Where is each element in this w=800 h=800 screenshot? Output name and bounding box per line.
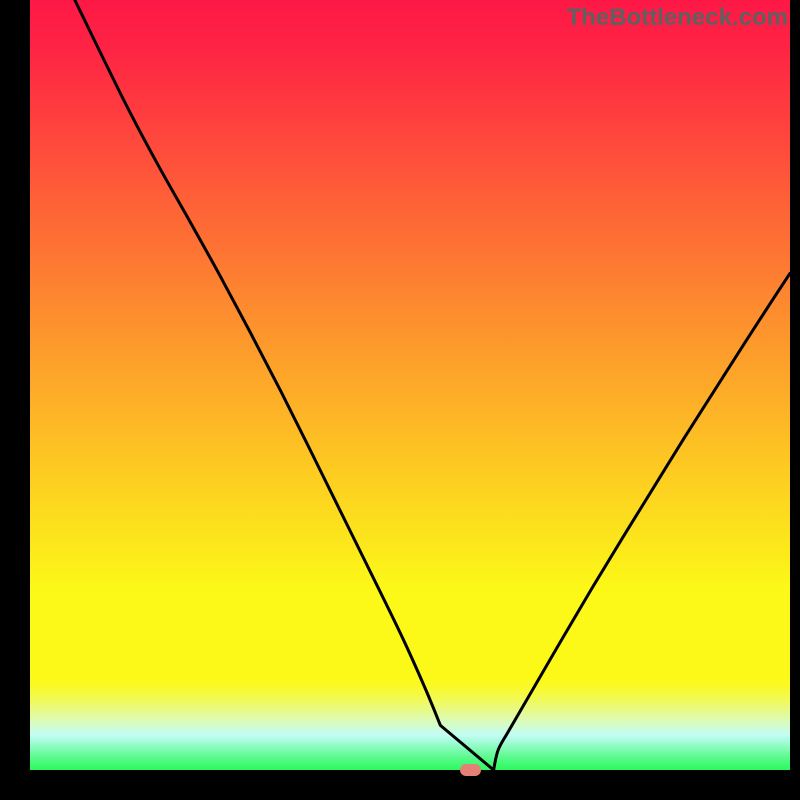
bottleneck-curve	[30, 0, 790, 770]
watermark-text: TheBottleneck.com	[567, 4, 788, 32]
chart-stage: TheBottleneck.com	[0, 0, 800, 800]
notch-marker	[460, 764, 481, 776]
curve-path	[75, 0, 790, 770]
